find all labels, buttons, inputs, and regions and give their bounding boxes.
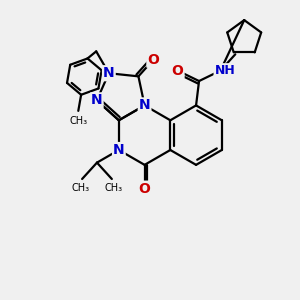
Text: CH₃: CH₃: [72, 183, 90, 194]
Text: CH₃: CH₃: [104, 183, 122, 194]
Text: N: N: [113, 143, 125, 157]
Text: CH₃: CH₃: [69, 116, 87, 126]
Text: N: N: [103, 66, 115, 80]
Text: O: O: [147, 53, 159, 67]
Text: O: O: [139, 182, 151, 196]
Text: NH: NH: [214, 64, 235, 77]
Text: N: N: [91, 93, 103, 107]
Text: O: O: [172, 64, 184, 78]
Text: N: N: [139, 98, 150, 112]
